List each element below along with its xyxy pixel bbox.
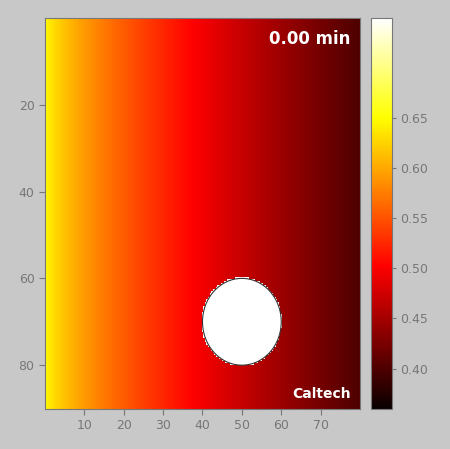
Text: 0.00 min: 0.00 min	[269, 30, 351, 48]
Text: Caltech: Caltech	[292, 387, 351, 401]
Circle shape	[202, 278, 281, 365]
